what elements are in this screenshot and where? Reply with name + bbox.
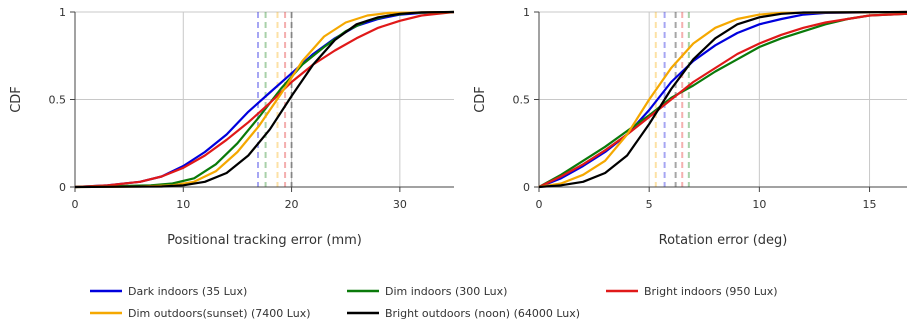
legend-label-bright-indoors-950-lux: Bright indoors (950 Lux) xyxy=(644,285,778,298)
chart-positional-error: 0 10 20 30 0 0.5 1 Positional tracking error (m… xyxy=(9,6,455,248)
y-tick-label: 0 xyxy=(523,181,530,194)
chart-rotation-error: 0 5 10 15 0 0.5 1 Rotation error (deg) CDF xyxy=(473,6,908,248)
series-line-bright-indoors-950-lux xyxy=(538,12,908,188)
x-tick-label: 20 xyxy=(285,198,299,211)
series-line-dim-outdoors-sunset-7400-lux xyxy=(538,10,908,189)
x-axis-label: Positional tracking error (mm) xyxy=(167,233,362,248)
y-tick-label: 0.5 xyxy=(513,94,531,107)
legend: Dark indoors (35 Lux) Dim indoors (300 Lu… xyxy=(90,285,778,320)
x-tick-label: 0 xyxy=(536,198,543,211)
series-line-dim-indoors-300-lux xyxy=(538,12,908,188)
y-tick-label: 1 xyxy=(59,6,66,19)
x-tick-label: 0 xyxy=(72,198,79,211)
x-tick-label: 10 xyxy=(176,198,190,211)
x-tick-label: 30 xyxy=(393,198,407,211)
y-tick-label: 1 xyxy=(523,6,530,19)
x-axis-label: Rotation error (deg) xyxy=(659,233,788,248)
y-axis-label: CDF xyxy=(9,86,24,113)
x-tick-label: 15 xyxy=(863,198,877,211)
legend-label-dark-indoors-35-lux: Dark indoors (35 Lux) xyxy=(128,285,247,298)
legend-label-dim-outdoors-sunset-7400-lux: Dim outdoors(sunset) (7400 Lux) xyxy=(128,307,311,320)
y-tick-label: 0 xyxy=(59,181,66,194)
series-line-bright-outdoors-noon-64000-lux xyxy=(538,10,908,189)
legend-label-bright-outdoors-noon-64000-lux: Bright outdoors (noon) (64000 Lux) xyxy=(385,307,580,320)
series-line-bright-indoors-950-lux xyxy=(74,10,455,189)
x-tick-label: 5 xyxy=(646,198,653,211)
y-tick-label: 0.5 xyxy=(49,94,67,107)
legend-label-dim-indoors-300-lux: Dim indoors (300 Lux) xyxy=(385,285,507,298)
y-axis-label: CDF xyxy=(473,86,488,113)
x-tick-label: 10 xyxy=(752,198,766,211)
series-line-bright-outdoors-noon-64000-lux xyxy=(74,10,455,189)
